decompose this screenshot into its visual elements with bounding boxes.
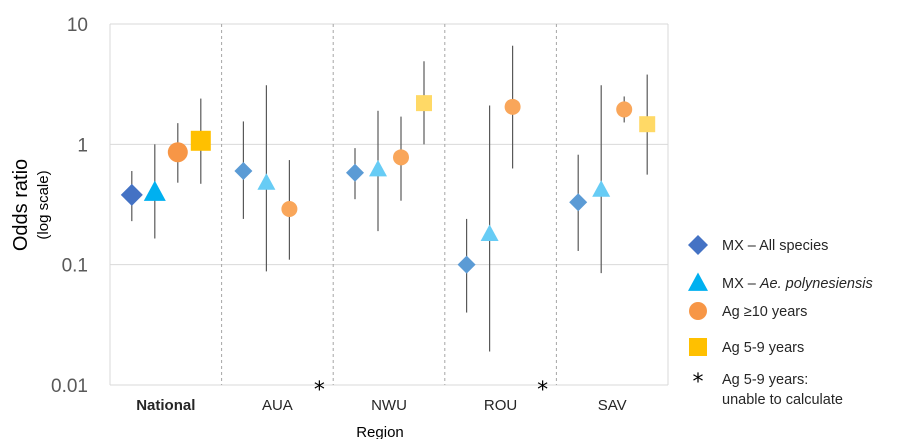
missing-value-asterisk: * xyxy=(314,378,325,403)
missing-value-asterisk: * xyxy=(537,378,548,403)
data-point-square xyxy=(190,130,211,151)
data-point-diamond xyxy=(569,193,588,212)
legend-marker-square xyxy=(689,338,707,356)
legend-asterisk: * xyxy=(693,370,704,395)
legend-label: Ag 5-9 years: xyxy=(722,372,808,388)
data-point-circle xyxy=(393,149,409,166)
data-point-circle xyxy=(616,101,633,118)
x-tick-label: National xyxy=(136,397,195,414)
data-point-diamond xyxy=(120,183,143,206)
legend-label: Ag ≥10 years xyxy=(722,304,807,320)
data-point-triangle xyxy=(257,173,276,190)
y-axis-title: Odds ratio xyxy=(10,159,32,251)
x-tick-label: SAV xyxy=(598,397,627,414)
region-separators xyxy=(221,24,557,385)
y-tick-label: 1 xyxy=(77,135,88,156)
y-tick-label: 10 xyxy=(67,15,88,36)
data-point-diamond xyxy=(234,162,253,181)
y-axis-ticks: 10 1 0.1 0.01 xyxy=(51,15,88,397)
data-point-circle xyxy=(281,201,298,218)
data-point-circle xyxy=(504,98,521,115)
error-bars xyxy=(131,45,648,352)
x-tick-label: NWU xyxy=(371,397,407,414)
y-axis-subtitle: (log scale) xyxy=(35,170,52,239)
legend-label: MX – Ae. polynesiensis xyxy=(722,276,873,292)
legend-marker-circle xyxy=(689,302,707,320)
data-points xyxy=(120,95,656,274)
data-point-circle xyxy=(167,142,188,163)
legend-label: MX – All species xyxy=(722,238,828,254)
x-axis-ticks: National AUA NWU ROU SAV xyxy=(136,397,626,414)
missing-value-markers: * * xyxy=(314,378,548,403)
y-tick-label: 0.01 xyxy=(51,376,88,397)
data-point-triangle xyxy=(480,224,499,242)
data-point-triangle xyxy=(592,180,611,197)
x-tick-label: AUA xyxy=(262,397,293,414)
legend-label: unable to calculate xyxy=(722,392,843,408)
data-point-triangle xyxy=(143,180,166,201)
x-tick-label: ROU xyxy=(484,397,517,414)
data-point-triangle xyxy=(369,159,387,177)
legend-label: Ag 5-9 years xyxy=(722,340,804,356)
data-point-diamond xyxy=(346,163,364,182)
legend-marker-diamond xyxy=(688,235,708,255)
y-tick-label: 0.1 xyxy=(62,256,88,277)
data-point-square xyxy=(639,116,656,133)
x-axis-title: Region xyxy=(356,424,404,439)
data-point-square xyxy=(416,95,432,112)
data-point-diamond xyxy=(457,255,476,274)
legend: MX – All species MX – Ae. polynesiensis Ag… xyxy=(688,235,873,408)
legend-marker-triangle xyxy=(688,272,708,291)
